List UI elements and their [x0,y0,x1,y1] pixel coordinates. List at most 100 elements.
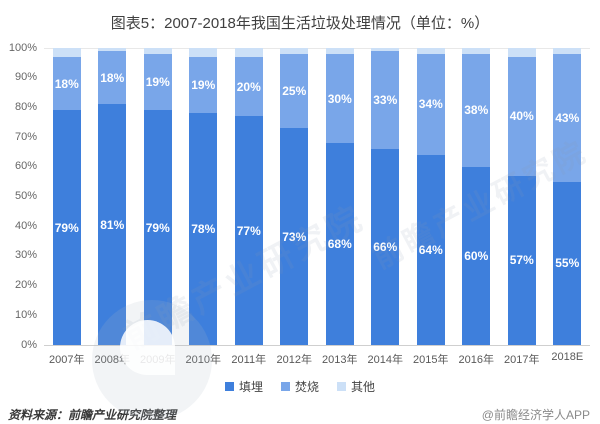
bar-slot: 40% 57% [499,48,545,345]
bar-segment: 60% [462,166,491,345]
x-tick-label: 2008年 [94,354,130,366]
bar-segment: 38% [462,53,491,167]
x-tick-label: 2018E [551,351,584,363]
bar-segment: 78% [189,113,218,345]
stacked-bar: 43% 55% [553,48,582,345]
y-tick-label: 70% [14,130,37,143]
bar-segment: 19% [143,53,172,111]
footer: 资料来源：前瞻产业研究院整理 @前瞻经济学人APP [0,406,600,423]
bar-segment: 40% [507,56,536,176]
stacked-bar: 20% 77% [234,48,263,345]
source-note: 资料来源：前瞻产业研究院整理 [8,408,177,422]
bar-segment [416,48,445,54]
legend-swatch-icon [224,382,234,391]
bar-slot: 18% 81% [90,48,136,345]
credit-note: @前瞻经济学人APP [481,408,590,422]
bar-slot: 33% 66% [363,48,409,345]
bar-segment: 18% [98,50,127,105]
legend-label: 其他 [351,380,376,394]
bar-segment [553,48,582,54]
bar-segment: 57% [507,175,536,345]
legend-swatch-icon [337,382,346,391]
x-tick-label: 2016年 [458,354,494,366]
bar-segment: 25% [280,53,309,129]
y-tick-label: 20% [14,279,37,292]
y-tick-label: 0% [21,338,37,351]
bar-segment [143,48,172,54]
bar-segment: 43% [553,53,582,182]
x-tick-label: 2015年 [413,354,449,366]
x-tick-label: 2012年 [276,354,312,366]
bar-segment [280,48,309,54]
y-tick-label: 30% [14,249,37,262]
x-tick-label: 2011年 [231,354,267,366]
legend-item: 焚烧 [280,378,319,395]
bar-segment: 79% [52,110,81,345]
bar-segment [507,48,536,57]
legend: 填埋 焚烧 其他 [0,379,600,394]
stacked-bar: 18% 79% [52,48,81,345]
x-tick-label: 2017年 [504,354,540,366]
stacked-bar: 33% 66% [371,48,400,345]
bar-segment: 55% [553,181,582,345]
bar-segment: 81% [98,104,127,345]
bar-segment: 68% [325,143,354,345]
legend-item: 其他 [337,378,375,395]
bar-segment [189,48,218,57]
bar-segment: 19% [189,56,218,114]
y-tick-label: 80% [14,100,37,113]
bar-slot: 25% 73% [272,48,318,345]
stacked-bar: 19% 78% [189,48,218,345]
bar-segment [462,48,491,54]
y-tick-label: 40% [14,219,37,232]
bar-segment [371,48,400,51]
stacked-bar: 19% 79% [143,48,172,345]
x-tick-label: 2013年 [322,354,358,366]
legend-swatch-icon [280,382,290,391]
chart-title: 图表5：2007-2018年我国生活垃圾处理情况（单位：%） [110,15,490,32]
bar-segment: 18% [52,56,81,111]
bar-slot: 38% 60% [454,48,500,345]
bar-segment: 73% [280,128,309,345]
x-tick-label: 2009年 [140,354,176,366]
bar-slot: 19% 78% [181,48,227,345]
bar-segment: 20% [234,56,263,117]
bar-segment: 64% [416,154,445,345]
stacked-bar: 40% 57% [507,48,536,345]
y-tick-label: 60% [14,160,37,173]
x-tick-label: 2014年 [367,354,403,366]
bar-segment [234,48,263,57]
plot-area: 18% 79% 18% 81% 19% 79% 19% 78% 20% 77% 25% 73% 30% 6… [44,48,590,345]
bar-segment: 66% [371,148,400,345]
stacked-bar: 25% 73% [280,48,309,345]
bar-segment [98,48,127,51]
bar-slot: 20% 77% [226,48,272,345]
stacked-bar: 38% 60% [462,48,491,345]
bar-segment [52,48,81,57]
bar-slot: 18% 79% [44,48,90,345]
bar-segment: 30% [325,53,354,144]
y-tick-label: 100% [8,41,37,54]
stacked-bar: 18% 81% [98,48,127,345]
x-tick-label: 2010年 [185,354,221,366]
legend-label: 填埋 [238,380,263,394]
x-axis-line [44,345,590,346]
bar-segment: 33% [371,50,400,149]
stacked-bar: 34% 64% [416,48,445,345]
x-tick-label: 2007年 [49,354,85,366]
y-tick-label: 90% [14,71,37,84]
bar-segment: 77% [234,116,263,345]
stacked-bar: 30% 68% [325,48,354,345]
bar-segment: 34% [416,53,445,155]
bar-slot: 43% 55% [545,48,591,345]
legend-label: 焚烧 [294,380,319,394]
legend-item: 填埋 [224,378,263,395]
gridline-100pct [44,48,590,49]
bar-segment: 79% [143,110,172,345]
x-axis-labels: 2007年 2008年 2009年 2010年 2011年 2012年 2013年 2014年… [44,351,590,367]
y-tick-label: 10% [14,308,37,321]
y-tick-label: 50% [14,190,37,202]
bar-slot: 34% 64% [408,48,454,345]
bar-slot: 30% 68% [317,48,363,345]
